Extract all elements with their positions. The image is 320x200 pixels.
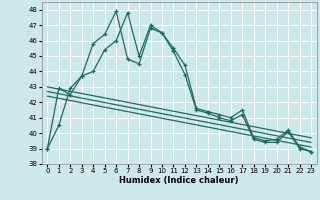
X-axis label: Humidex (Indice chaleur): Humidex (Indice chaleur) (119, 176, 239, 185)
